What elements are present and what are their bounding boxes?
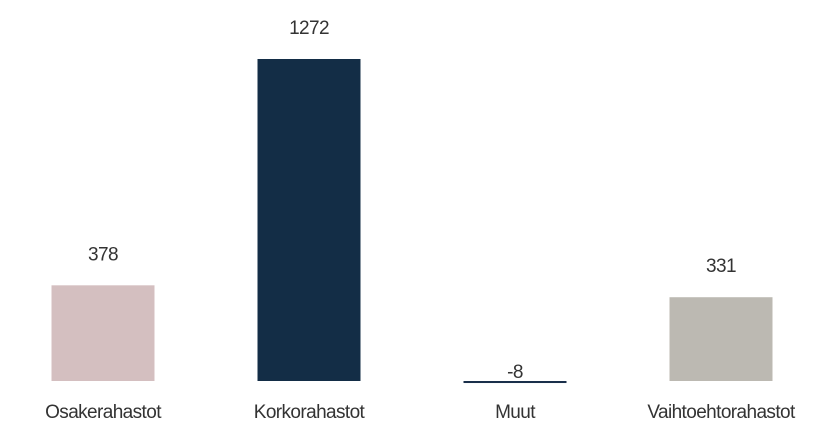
bar [669, 297, 773, 381]
value-label: 378 [88, 244, 118, 265]
category-label: Korkorahastot [254, 402, 366, 423]
category-label: Osakerahastot [45, 402, 162, 423]
category-label: Muut [495, 402, 536, 423]
value-label: 1272 [289, 18, 329, 39]
bar [257, 59, 361, 381]
value-label: 331 [706, 256, 736, 277]
category-label: Vaihtoehtorahastot [647, 402, 796, 423]
bar [463, 381, 567, 384]
value-label: -8 [507, 362, 523, 383]
bar [51, 285, 155, 381]
